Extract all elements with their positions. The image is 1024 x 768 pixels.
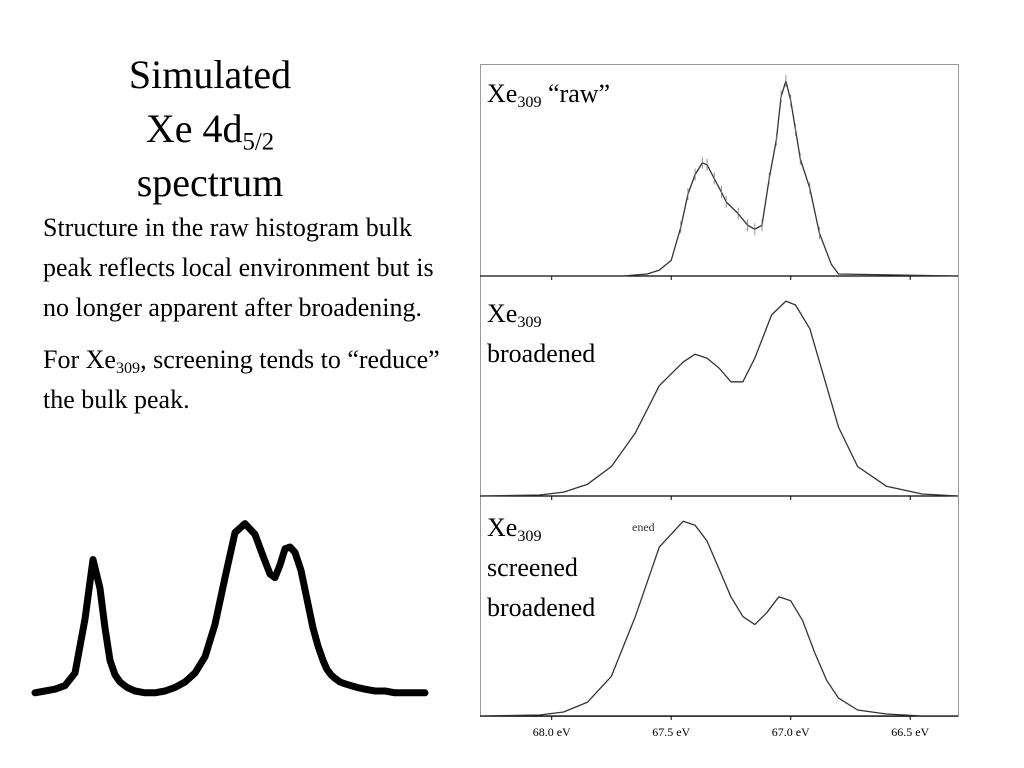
panel-3-label: Xe309 screened broadened	[487, 513, 596, 622]
spectrum-plot: 68.0 eV 67.5 eV 67.0 eV 66.5 eV Xe309 “raw”…	[479, 64, 960, 744]
panel-1-label: Xe309 “raw”	[487, 79, 611, 111]
title-line-2: Xe 4d5/2	[145, 106, 275, 156]
spectrum-plot-svg: 68.0 eV 67.5 eV 67.0 eV 66.5 eV	[479, 64, 959, 739]
x-tick-label: 67.0 eV	[772, 725, 810, 739]
sketch-curve	[31, 520, 429, 697]
panel-2-series-line	[479, 300, 959, 497]
slide-title: Simulated Xe 4d5/2 spectrum	[60, 48, 360, 210]
hand-drawn-spectrum-sketch	[31, 520, 429, 697]
title-line-1: Simulated	[128, 52, 292, 97]
body-text: Structure in the raw histogram bulk peak…	[43, 208, 443, 432]
panel-3-series-line	[479, 520, 958, 717]
panel-2-label: Xe309 broadened	[487, 299, 596, 368]
paragraph-2: For Xe309, screening tends to “reduce” t…	[43, 345, 440, 414]
panel-3-fragment-text: ened	[632, 520, 655, 534]
title-line-3: spectrum	[136, 160, 284, 205]
x-tick-label: 66.5 eV	[891, 725, 929, 739]
x-tick-label: 68.0 eV	[533, 725, 571, 739]
paragraph-1: Structure in the raw histogram bulk peak…	[43, 213, 434, 322]
x-tick-label: 67.5 eV	[652, 725, 690, 739]
